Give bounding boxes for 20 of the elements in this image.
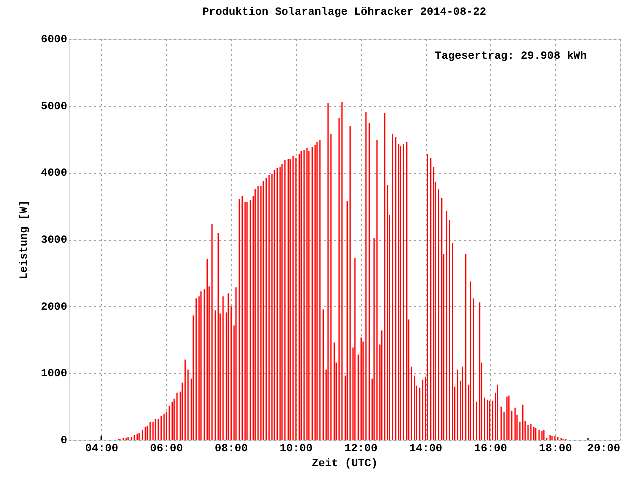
x-tick-label: 12:00	[344, 444, 378, 456]
y-tick-label: 6000	[41, 34, 68, 46]
annotation: Tagesertrag: 29.908 kWh	[435, 51, 587, 63]
x-tick-label: 06:00	[150, 444, 184, 456]
x-tick-label: 20:00	[587, 444, 620, 456]
y-tick-label: 3000	[41, 235, 68, 247]
x-tick-label: 18:00	[539, 444, 572, 456]
y-axis-title: Leistung [W]	[19, 200, 32, 280]
y-tick-label: 5000	[41, 101, 68, 114]
x-axis-title: Zeit (UTC)	[312, 458, 378, 470]
chart-title: Produktion Solaranlage Löhracker 2014-08-22	[202, 7, 486, 19]
x-tick-label: 08:00	[215, 444, 248, 456]
x-tick-label: 04:00	[85, 444, 118, 456]
y-tick-label: 0	[60, 436, 68, 448]
x-tick-label: 14:00	[410, 444, 443, 456]
x-tick-label: 16:00	[474, 444, 508, 456]
x-tick-label: 10:00	[280, 444, 313, 456]
y-tick-label: 1000	[41, 368, 68, 381]
y-tick-label: 2000	[41, 302, 68, 314]
y-tick-label: 4000	[41, 168, 68, 180]
